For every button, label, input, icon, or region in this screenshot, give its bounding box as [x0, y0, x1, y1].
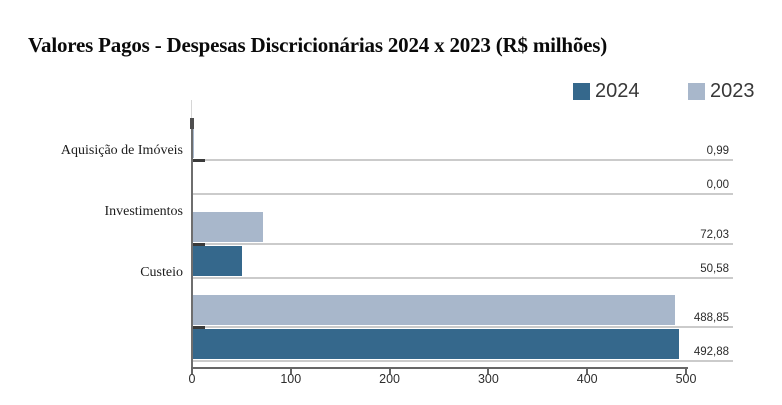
x-axis-tick	[289, 368, 292, 374]
chart-title: Valores Pagos - Despesas Discricionárias…	[28, 33, 608, 57]
x-axis-line	[191, 367, 688, 369]
bar-2023-aquisicao-de-imoveis[interactable]	[192, 128, 194, 158]
y-axis-gridline-stub	[191, 100, 192, 118]
value-leader-line	[192, 192, 733, 195]
legend-item-2023[interactable]: 2023	[688, 79, 755, 103]
x-axis-tick-label: 500	[675, 372, 697, 386]
x-axis-tick	[487, 368, 490, 374]
value-label-2024-aquisicao-de-imoveis: 0,00	[706, 179, 729, 191]
value-leader-line	[192, 359, 733, 362]
x-axis-tick	[685, 368, 687, 374]
value-label-2024-investimentos: 50,58	[700, 263, 729, 275]
value-label-2023-investimentos: 72,03	[700, 229, 729, 241]
x-axis-tick-label: 200	[379, 372, 401, 386]
value-label-2023-aquisicao-de-imoveis: 0,99	[706, 145, 729, 157]
bar-2023-custeio[interactable]	[192, 295, 675, 325]
y-axis-line	[191, 118, 193, 368]
category-axis-tick	[192, 243, 205, 246]
legend-swatch-2024	[573, 82, 590, 100]
value-leader-line	[192, 325, 733, 328]
x-axis-tick-label: 0	[188, 372, 196, 386]
bar-2024-custeio[interactable]	[192, 329, 679, 359]
x-axis-tick-label: 100	[280, 372, 302, 386]
legend-swatch-2023	[688, 82, 705, 100]
legend-label-2024: 2024	[595, 80, 640, 102]
x-axis-tick-label: 300	[477, 372, 499, 386]
value-label-2023-custeio: 488,85	[693, 312, 729, 324]
bar-2024-investimentos[interactable]	[192, 246, 242, 276]
category-axis-tick	[192, 159, 205, 162]
legend-item-2024[interactable]: 2024	[573, 79, 640, 103]
legend-label-2023: 2023	[710, 80, 755, 102]
value-leader-line	[192, 158, 733, 161]
x-axis-tick	[586, 368, 589, 374]
x-axis-tick	[191, 368, 193, 374]
category-label-aquisicao-de-imoveis: Aquisição de Imóveis	[60, 143, 183, 158]
bar-2023-investimentos[interactable]	[192, 212, 264, 242]
category-label-custeio: Custeio	[140, 265, 183, 280]
y-axis-end-cap	[190, 118, 194, 129]
category-label-investimentos: Investimentos	[104, 204, 183, 219]
x-axis-tick-label: 400	[576, 372, 598, 386]
value-leader-line	[192, 242, 733, 245]
value-label-2024-custeio: 492,88	[693, 346, 729, 358]
x-axis-tick	[388, 368, 391, 374]
category-axis-tick	[192, 326, 205, 329]
value-leader-line	[192, 276, 733, 279]
